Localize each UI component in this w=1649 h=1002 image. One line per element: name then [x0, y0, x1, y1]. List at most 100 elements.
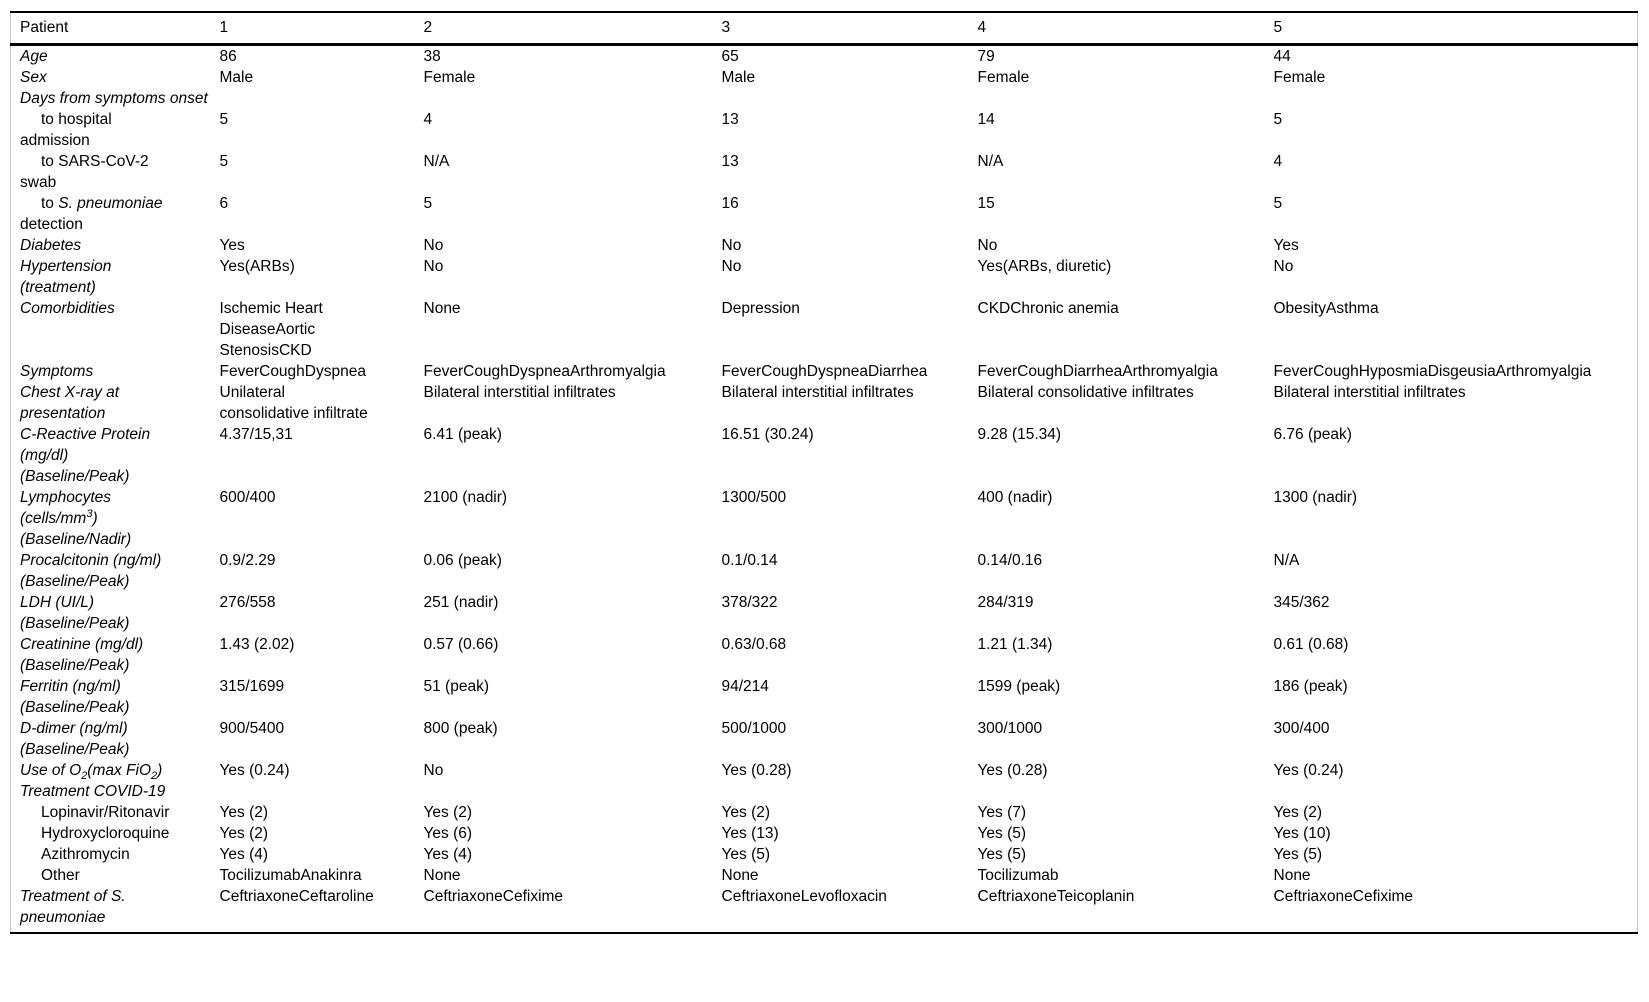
value-cell [978, 781, 1274, 802]
value-cell: No [423, 762, 444, 779]
value-cell: 86 [219, 48, 237, 65]
value-cell: CeftriaxoneLevofloxacin [721, 888, 887, 905]
value-cell: 900/5400 [219, 720, 285, 737]
table-row-chest-xray: Chest X-ray at presentation Unilateral co… [11, 382, 1638, 424]
table-row-treatment-s-pneumoniae: Treatment of S. pneumoniae CeftriaxoneCef… [11, 886, 1638, 933]
value-cell: 251 (nadir) [423, 594, 499, 611]
value-cell [1274, 88, 1638, 109]
table-row-creatinine: Creatinine (mg/dl) (Baseline/Peak) 1.43 (… [11, 634, 1638, 676]
value-cell [722, 88, 978, 109]
value-cell: 0.1/0.14 [721, 552, 778, 569]
value-cell: TocilizumabAnakinra [219, 867, 362, 884]
value-cell [722, 781, 978, 802]
value-cell: Male [219, 69, 254, 86]
value-cell: Yes (2) [1273, 804, 1323, 821]
value-cell: Yes (5) [977, 846, 1027, 863]
table-row-treatment-covid-19: Treatment COVID-19 [11, 781, 1638, 802]
row-label: Symptoms [20, 363, 94, 380]
value-cell: No [721, 237, 742, 254]
row-label: Azithromycin [41, 846, 130, 863]
value-cell: Yes [219, 237, 245, 254]
row-label: Diabetes [20, 237, 82, 254]
table-row-to-hospital-admission: to hospital admission 5 4 13 14 5 [11, 109, 1638, 151]
value-cell: 44 [1273, 48, 1291, 65]
value-cell: 6 [219, 195, 229, 212]
row-label: to hospital admission [20, 111, 112, 149]
table-row-procalcitonin: Procalcitonin (ng/ml) (Baseline/Peak) 0.9… [11, 550, 1638, 592]
value-cell: 6.41 (peak) [423, 426, 502, 443]
value-cell: 79 [977, 48, 995, 65]
value-cell: Yes (5) [1273, 846, 1323, 863]
table-row-lymphocytes: Lymphocytes (cells/mm3) (Baseline/Nadir)… [11, 487, 1638, 550]
row-label: to SARS-CoV-2 swab [20, 153, 149, 191]
value-cell: N/A [977, 153, 1004, 170]
value-cell: 378/322 [721, 594, 778, 611]
value-cell: Female [423, 69, 476, 86]
row-label: Lopinavir/Ritonavir [41, 804, 170, 821]
row-label: Ferritin (ng/ml) (Baseline/Peak) [20, 678, 130, 716]
table-row-comorbidities: Comorbidities Ischemic Heart DiseaseAorti… [11, 298, 1638, 361]
value-cell: 15 [977, 195, 995, 212]
table-row-diabetes: Diabetes Yes No No No Yes [11, 235, 1638, 256]
value-cell: 1.21 (1.34) [977, 636, 1053, 653]
row-label: Hydroxycloroquine [41, 825, 170, 842]
header-row: Patient 1 2 3 4 5 [10, 12, 1638, 45]
value-cell: N/A [1273, 552, 1300, 569]
value-cell: CeftriaxoneCefixime [1273, 888, 1414, 905]
value-cell: 1300 (nadir) [1273, 489, 1358, 506]
value-cell: N/A [423, 153, 450, 170]
row-label: Treatment COVID-19 [20, 783, 166, 800]
value-cell: None [423, 867, 461, 884]
value-cell: Yes (5) [721, 846, 771, 863]
value-cell: 0.06 (peak) [423, 552, 502, 569]
value-cell: Yes (2) [423, 804, 473, 821]
table-body: Age 86 38 65 79 44 Sex Male Female Male Female Fema… [11, 45, 1638, 934]
table-row-lopinavir-ritonavir: Lopinavir/Ritonavir Yes (2) Yes (2) Yes (2)… [11, 802, 1638, 823]
row-label: Hypertension (treatment) [20, 258, 112, 296]
value-cell: None [1273, 867, 1311, 884]
table-row-age: Age 86 38 65 79 44 [11, 45, 1638, 68]
table-row-sex: Sex Male Female Male Female Female [11, 67, 1638, 88]
value-cell: Bilateral interstitial infiltrates [1273, 384, 1466, 401]
table-row-hypertension: Hypertension (treatment) Yes(ARBs) No No Yes… [11, 256, 1638, 298]
row-label: Use of O2(max FiO2) [20, 762, 163, 783]
value-cell: 65 [721, 48, 739, 65]
value-cell: FeverCoughDyspneaDiarrhea [721, 363, 928, 380]
row-label: LDH (UI/L) (Baseline/Peak) [20, 594, 130, 632]
value-cell: 14 [977, 111, 995, 128]
column-header: 2 [423, 19, 433, 36]
row-label: D-dimer (ng/ml) (Baseline/Peak) [20, 720, 130, 758]
value-cell: 0.61 (0.68) [1273, 636, 1349, 653]
value-cell: 1599 (peak) [977, 678, 1061, 695]
value-cell: 0.9/2.29 [219, 552, 276, 569]
value-cell: 94/214 [721, 678, 769, 695]
value-cell: Yes (0.24) [1273, 762, 1344, 779]
value-cell: 800 (peak) [423, 720, 498, 737]
value-cell: Male [721, 69, 756, 86]
value-cell: 5 [1273, 195, 1283, 212]
value-cell: Yes (10) [1273, 825, 1331, 842]
value-cell: 276/558 [219, 594, 276, 611]
table-row-to-sars-cov-2-swab: to SARS-CoV-2 swab 5 N/A 13 N/A 4 [11, 151, 1638, 193]
value-cell: 13 [721, 111, 739, 128]
value-cell: 400 (nadir) [977, 489, 1053, 506]
value-cell: 1300/500 [721, 489, 787, 506]
value-cell: No [423, 237, 444, 254]
value-cell: Bilateral consolidative infiltrates [977, 384, 1194, 401]
value-cell: Yes (13) [721, 825, 779, 842]
value-cell [978, 88, 1274, 109]
value-cell: 1.43 (2.02) [219, 636, 295, 653]
value-cell: CeftriaxoneTeicoplanin [977, 888, 1135, 905]
value-cell: Yes (4) [423, 846, 473, 863]
table-row-ldh: LDH (UI/L) (Baseline/Peak) 276/558 251 (na… [11, 592, 1638, 634]
value-cell: FeverCoughHyposmiaDisgeusiaArthromyalgia [1273, 363, 1592, 380]
value-cell: 13 [721, 153, 739, 170]
value-cell: 345/362 [1273, 594, 1330, 611]
patient-column-header: Patient [20, 19, 69, 36]
value-cell: Yes (0.24) [219, 762, 290, 779]
value-cell: Yes (2) [219, 825, 269, 842]
table-row-days-from-symptoms-onset: Days from symptoms onset [11, 88, 1638, 109]
value-cell: Yes (7) [977, 804, 1027, 821]
